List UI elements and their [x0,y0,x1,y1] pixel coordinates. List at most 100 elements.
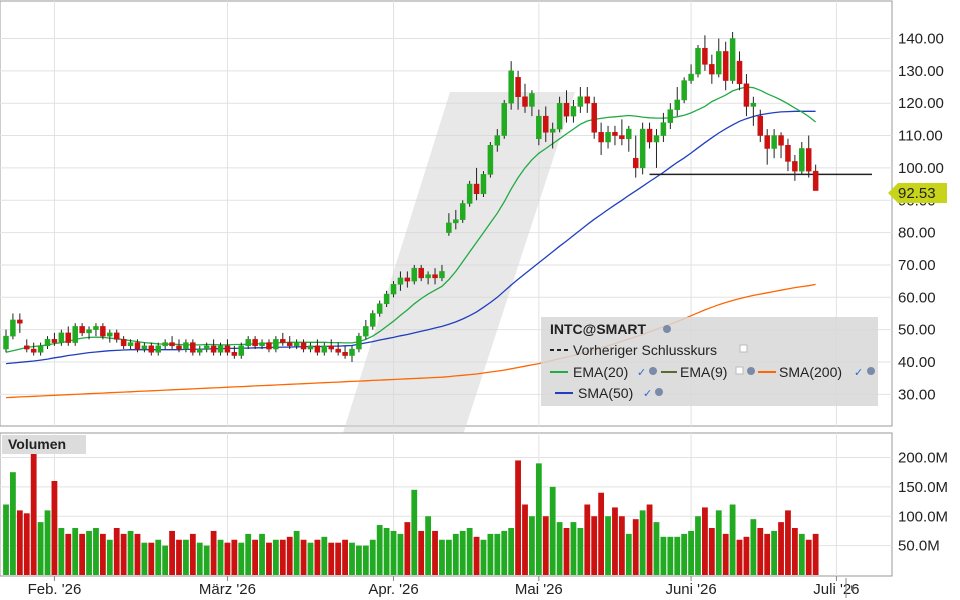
candle-body [176,345,182,350]
candle-body [660,122,667,136]
volume-bar [452,533,459,575]
volume-bar [480,539,487,575]
volume-bar [376,525,383,575]
candle-body [459,203,466,220]
candle-body [716,51,722,75]
volume-y-axis: 200.0M 150.0M 100.0M 50.0M [898,450,948,555]
candles [3,32,819,362]
candle-body [563,102,570,117]
candle-body [453,219,459,224]
volume-bars [3,436,819,575]
candle-body [646,128,653,143]
candle-body [273,339,279,350]
candle-body [335,348,341,353]
scroll-right-arrow-icon[interactable] [845,578,856,598]
legend-ema20-label: EMA(20) [573,364,628,380]
watermark-logo [325,92,575,490]
candle-body [702,47,708,65]
legend-sma50-settings-icon[interactable] [655,388,663,396]
candle-body [238,345,245,356]
candle-body [411,267,418,282]
volume-bar [16,510,23,575]
volume-bar [397,533,404,575]
volume-bar [688,530,694,575]
x-tick-label: Feb. '26 [28,581,82,598]
volume-bar [245,533,252,575]
legend-ema9-settings-icon[interactable] [747,367,755,375]
legend-ema9-checkbox[interactable] [735,366,744,375]
x-tick-label: Juli '26 [813,581,859,598]
candle-body [217,345,224,353]
candle-body [286,342,293,347]
volume-bar [58,528,65,575]
candle-body [522,96,528,107]
candle-body [736,60,743,85]
candle-body [432,274,438,279]
volume-bar [141,542,148,575]
volume-bar [335,542,342,575]
price-y-tick-label: 140.00 [898,31,944,48]
volume-bar [743,536,750,575]
legend-sma200-check-icon[interactable]: ✓ [854,366,863,379]
volume-bar [321,536,328,575]
volume-bar [279,539,286,575]
candle-body [598,132,604,143]
candle-body [72,326,78,343]
volume-bar [674,536,681,575]
candle-body [764,135,770,149]
volume-bar [183,539,189,575]
x-tick-label: März '26 [199,581,256,598]
candle-body [709,64,715,75]
volume-bar [695,516,701,575]
volume-bar [708,528,715,575]
volume-bar [729,504,736,575]
volume-bar [667,536,674,575]
volume-bar [120,533,127,575]
candle-body [501,102,507,136]
volume-bar [522,504,528,575]
legend-ema20-check-icon[interactable]: ✓ [637,366,646,379]
legend-ema20-settings-icon[interactable] [649,367,657,375]
legend-box [541,317,878,406]
candle-body [508,70,514,104]
candle-body [667,109,674,123]
volume-bar [584,504,591,575]
volume-bar [646,504,653,575]
candle-body [425,274,431,279]
legend-sma50-check-icon[interactable]: ✓ [643,387,652,400]
volume-bar [99,533,106,575]
volume-bar [466,528,473,575]
volume-bar [176,539,182,575]
candle-body [729,38,736,81]
volume-bar [653,522,660,575]
volume-bar [515,460,521,575]
last-price-label: 92.53 [898,185,936,202]
volume-bar [411,489,418,575]
volume-bar [189,533,196,575]
volume-bar [44,510,51,575]
legend-settings-icon[interactable] [663,325,671,333]
x-tick-label: Apr. '26 [368,581,418,598]
candle-body [376,303,383,314]
candle-body [169,342,175,347]
candle-body [30,348,37,353]
volume-bar [798,533,805,575]
candle-body [51,339,58,343]
candle-body [674,99,680,110]
volume-bar [314,539,321,575]
candle-body [556,102,563,130]
volume-bar [37,522,44,575]
candle-body [65,332,72,343]
candle-body [570,106,577,117]
legend-previous-close-label: Vorheriger Schlusskurs [573,342,717,358]
candle-body [695,47,701,75]
volume-bar [217,539,224,575]
legend-previous-close-checkbox[interactable] [739,344,748,353]
candle-body [584,96,591,104]
legend-sma200-settings-icon[interactable] [867,367,875,375]
ema20-line [5,86,817,353]
candle-body [162,342,168,347]
candle-body [148,345,155,353]
candle-body [591,102,597,133]
